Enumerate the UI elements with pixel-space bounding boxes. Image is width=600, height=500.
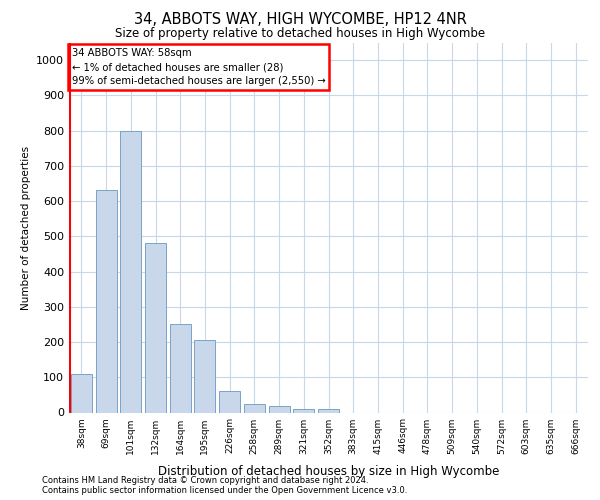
Bar — [194, 340, 215, 412]
Text: Contains HM Land Registry data © Crown copyright and database right 2024.: Contains HM Land Registry data © Crown c… — [42, 476, 368, 485]
Text: 34 ABBOTS WAY: 58sqm
← 1% of detached houses are smaller (28)
99% of semi-detach: 34 ABBOTS WAY: 58sqm ← 1% of detached ho… — [71, 48, 325, 86]
Bar — [71, 374, 92, 412]
Text: Size of property relative to detached houses in High Wycombe: Size of property relative to detached ho… — [115, 28, 485, 40]
X-axis label: Distribution of detached houses by size in High Wycombe: Distribution of detached houses by size … — [158, 465, 499, 478]
Bar — [219, 392, 240, 412]
Bar — [120, 130, 141, 412]
Bar — [293, 409, 314, 412]
Text: 34, ABBOTS WAY, HIGH WYCOMBE, HP12 4NR: 34, ABBOTS WAY, HIGH WYCOMBE, HP12 4NR — [134, 12, 466, 28]
Bar — [95, 190, 116, 412]
Bar — [145, 244, 166, 412]
Bar — [318, 409, 339, 412]
Bar — [244, 404, 265, 412]
Bar — [170, 324, 191, 412]
Y-axis label: Number of detached properties: Number of detached properties — [20, 146, 31, 310]
Bar — [269, 406, 290, 412]
Text: Contains public sector information licensed under the Open Government Licence v3: Contains public sector information licen… — [42, 486, 407, 495]
